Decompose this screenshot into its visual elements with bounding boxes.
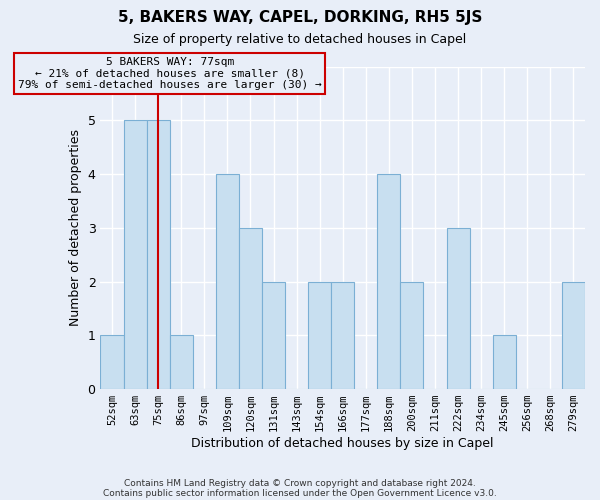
Y-axis label: Number of detached properties: Number of detached properties (69, 130, 82, 326)
Bar (377, 174, 400, 389)
Text: Contains HM Land Registry data © Crown copyright and database right 2024.: Contains HM Land Registry data © Crown c… (124, 478, 476, 488)
Bar (146, 120, 170, 389)
X-axis label: Distribution of detached houses by size in Capel: Distribution of detached houses by size … (191, 437, 494, 450)
Bar (400, 282, 424, 389)
Bar (100, 336, 124, 389)
Bar (308, 282, 331, 389)
Bar (170, 336, 193, 389)
Bar (446, 228, 470, 389)
Bar (124, 120, 146, 389)
Bar (562, 282, 585, 389)
Text: Size of property relative to detached houses in Capel: Size of property relative to detached ho… (133, 32, 467, 46)
Text: 5 BAKERS WAY: 77sqm
← 21% of detached houses are smaller (8)
79% of semi-detache: 5 BAKERS WAY: 77sqm ← 21% of detached ho… (18, 57, 322, 90)
Text: Contains public sector information licensed under the Open Government Licence v3: Contains public sector information licen… (103, 488, 497, 498)
Bar (239, 228, 262, 389)
Text: 5, BAKERS WAY, CAPEL, DORKING, RH5 5JS: 5, BAKERS WAY, CAPEL, DORKING, RH5 5JS (118, 10, 482, 25)
Bar (493, 336, 516, 389)
Bar (216, 174, 239, 389)
Bar (331, 282, 354, 389)
Bar (262, 282, 285, 389)
